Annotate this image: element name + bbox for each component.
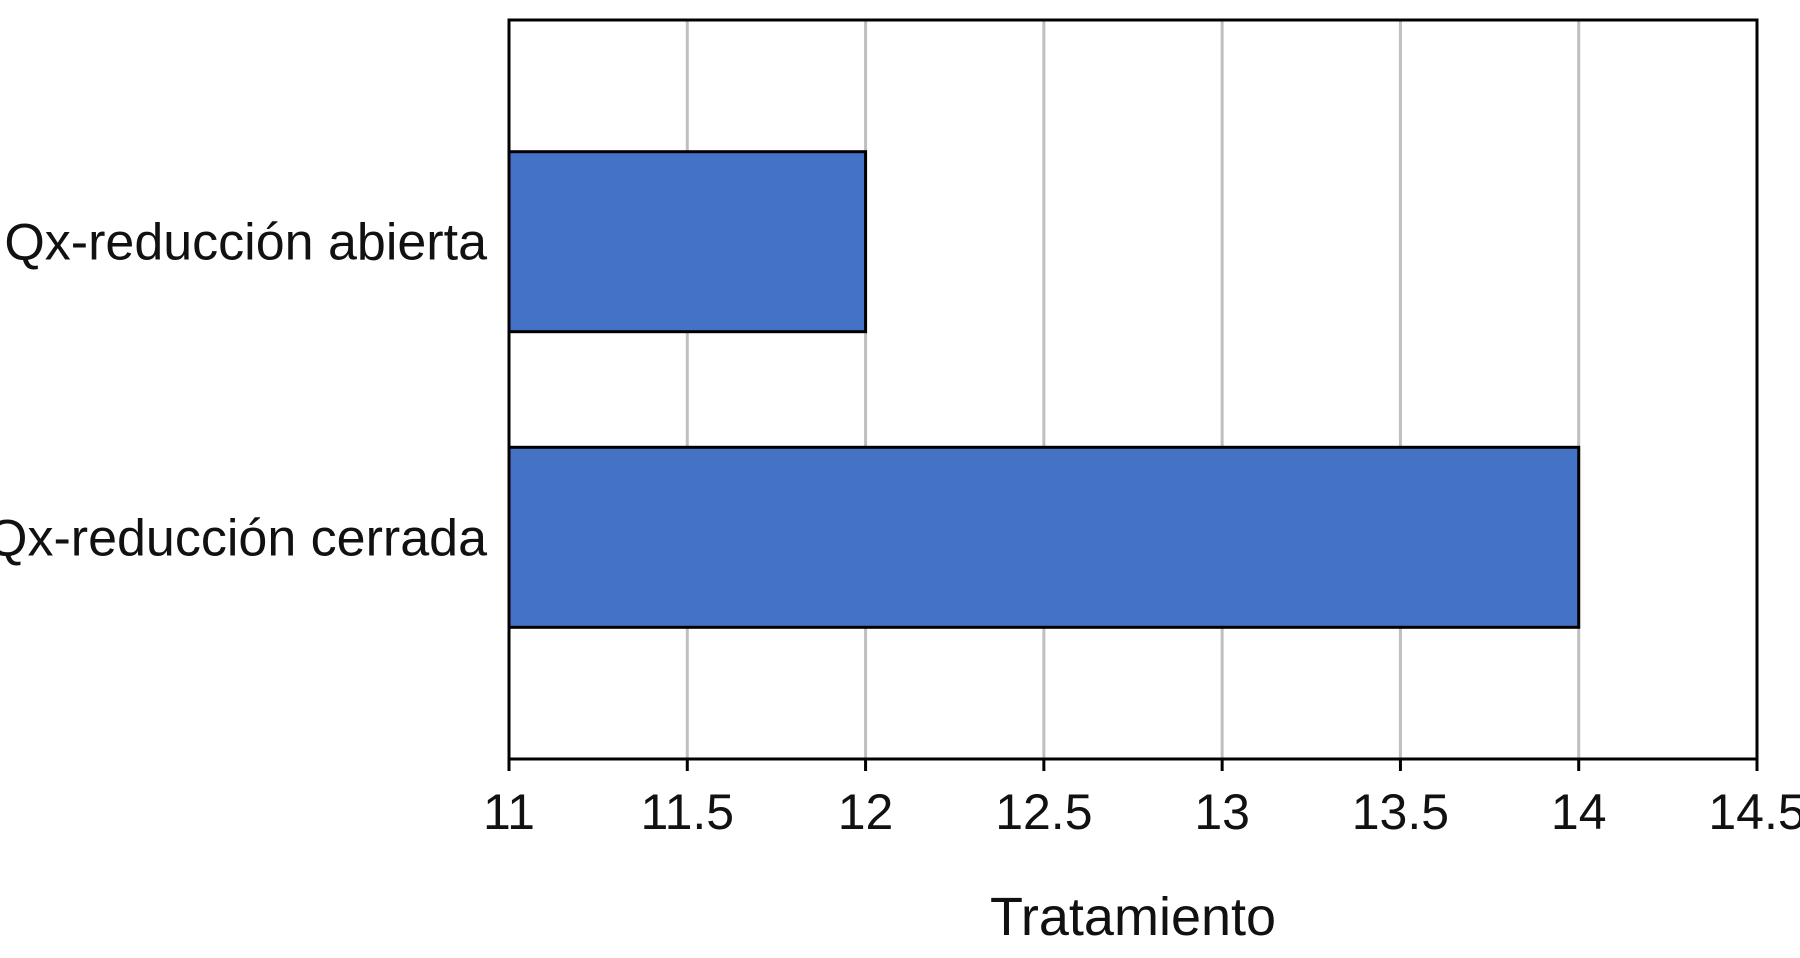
bar-1 [507,150,868,334]
x-tick-label: 14 [1551,784,1607,840]
y-axis-categories: Qx-reducción abierta Qx-reducción cerrada [0,214,487,568]
category-label: Qx-reducción abierta [4,214,487,272]
x-axis-title: Tratamiento [990,887,1276,947]
x-tick-label: 11 [483,784,535,840]
x-tick-label: 12 [838,784,894,840]
x-tick-label: 14.5 [1708,784,1800,840]
x-tick-label: 11.5 [640,784,734,840]
grid-lines [685,20,1581,759]
x-tick-label: 13.5 [1352,784,1449,840]
bar-2 [507,445,1581,629]
x-tick-label: 12.5 [995,784,1092,840]
x-tick-label: 13 [1194,784,1250,840]
category-label: Qx-reducción cerrada [0,509,487,567]
x-axis-ticks: 11 11.5 12 12.5 13 13.5 14 14.5 [483,759,1800,840]
plot-frame [507,18,1759,761]
